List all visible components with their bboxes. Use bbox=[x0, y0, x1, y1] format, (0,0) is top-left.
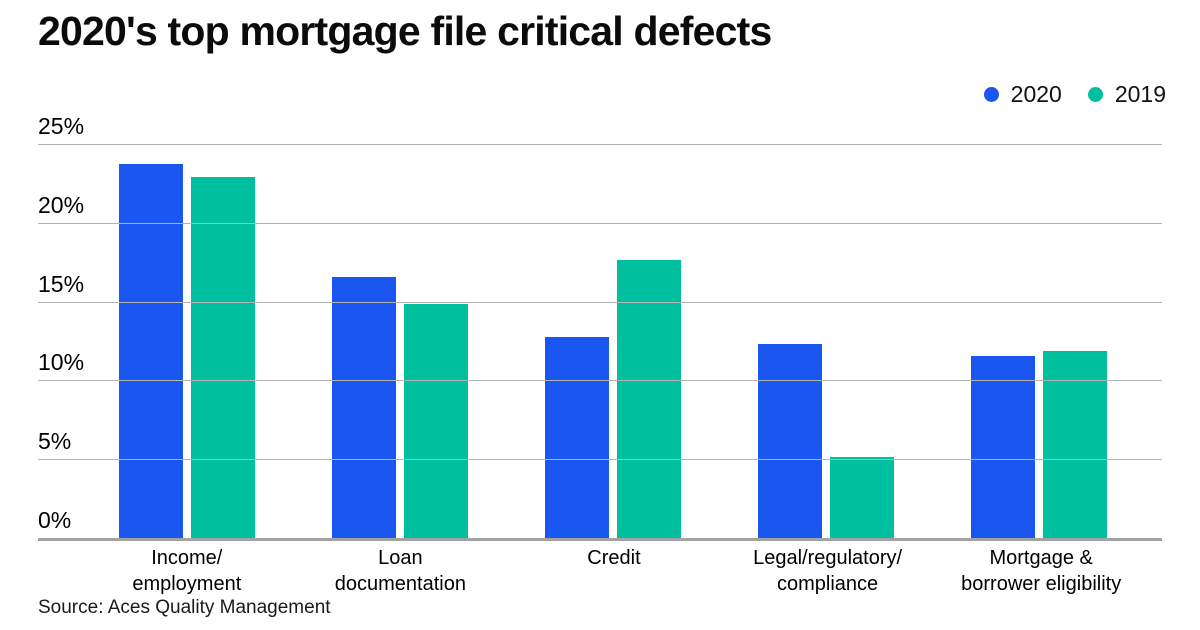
bar-2020 bbox=[331, 277, 396, 539]
gridline bbox=[38, 301, 1162, 303]
x-axis-category-label: Income/ employment bbox=[132, 547, 242, 595]
legend-item-2019: 2019 bbox=[1087, 81, 1166, 108]
bar-2019 bbox=[617, 260, 681, 539]
y-axis-tick-label: 20% bbox=[38, 191, 85, 218]
source-note: Source: Aces Quality Management bbox=[38, 597, 331, 618]
x-axis-labels: Income/ employment Loan documentation Cred… bbox=[80, 545, 1148, 597]
legend-label: 2020 bbox=[1010, 81, 1062, 107]
bar-2020 bbox=[118, 163, 183, 539]
bar-2019 bbox=[1043, 351, 1108, 539]
bar-2019 bbox=[190, 176, 255, 539]
y-axis-tick-label: 10% bbox=[38, 349, 85, 376]
x-axis-category-label: Mortgage & borrower eligibility bbox=[961, 547, 1122, 595]
legend-item-2020: 2020 bbox=[983, 81, 1062, 108]
legend-dot-icon bbox=[983, 87, 999, 102]
plot-area: 0% 5% 10% 15% 20% 25% bbox=[38, 115, 1162, 541]
bar-group bbox=[933, 145, 1146, 539]
bar-group bbox=[293, 145, 506, 539]
legend-label: 2019 bbox=[1114, 81, 1166, 107]
gridline bbox=[38, 222, 1162, 224]
legend-dot-icon bbox=[1087, 87, 1103, 102]
legend: 2020 2019 bbox=[983, 81, 1166, 108]
bars-container bbox=[80, 145, 1146, 539]
bar-2020 bbox=[971, 356, 1036, 539]
bar-2020 bbox=[545, 337, 609, 539]
bar-2019 bbox=[830, 457, 895, 539]
bar-group bbox=[506, 145, 719, 539]
y-axis-tick-label: 25% bbox=[38, 113, 85, 139]
x-axis-line bbox=[38, 538, 1162, 541]
gridline bbox=[38, 459, 1162, 461]
y-axis-tick-label: 5% bbox=[38, 428, 72, 455]
x-axis-category-label: Legal/regulatory/ compliance bbox=[753, 547, 903, 595]
gridline bbox=[38, 380, 1162, 382]
x-axis-category-label: Loan documentation bbox=[334, 547, 466, 595]
y-axis-tick-label: 15% bbox=[38, 270, 85, 297]
bar-2020 bbox=[758, 343, 823, 539]
x-axis-category-label: Credit bbox=[587, 547, 641, 569]
bar-group bbox=[720, 145, 933, 539]
chart-title: 2020's top mortgage file critical defect… bbox=[38, 8, 772, 54]
bar-group bbox=[80, 145, 293, 539]
bar-2019 bbox=[403, 304, 468, 539]
y-axis-tick-label: 0% bbox=[38, 507, 72, 533]
gridline bbox=[38, 144, 1162, 145]
